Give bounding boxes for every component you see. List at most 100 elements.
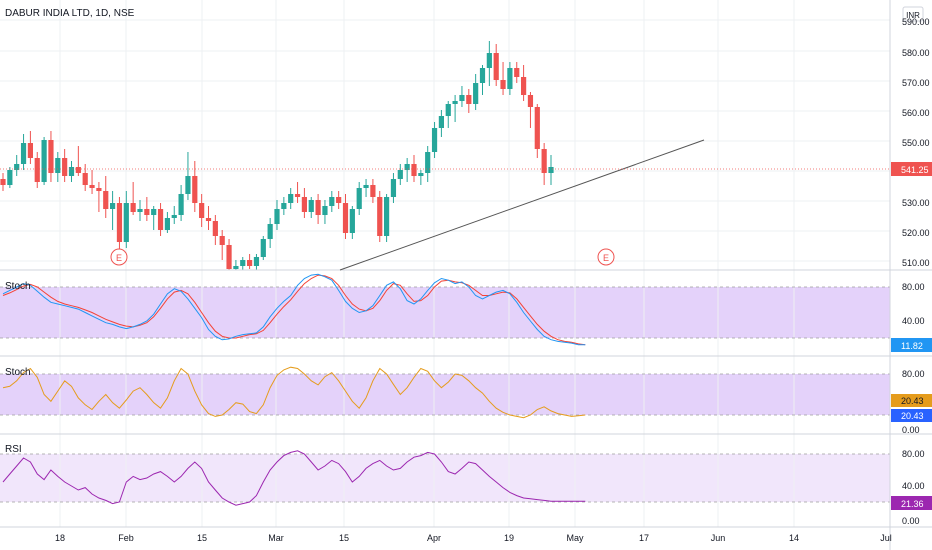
candle-body <box>260 239 266 257</box>
candle-body <box>96 188 102 191</box>
price-tick: 550.00 <box>902 138 930 148</box>
price-tick: 530.00 <box>902 198 930 208</box>
candle-body <box>397 170 403 179</box>
candle-body <box>253 257 260 266</box>
candle-body <box>226 245 232 269</box>
price-axis[interactable]: 590.00 580.00 570.00 560.00 550.00 540.0… <box>902 17 930 268</box>
candle-body <box>390 179 397 197</box>
candle-body <box>185 176 191 194</box>
candle-body <box>541 149 547 173</box>
currency-button-label: INR <box>906 11 920 20</box>
candle-body <box>342 203 349 233</box>
candle-body <box>288 194 294 203</box>
time-tick: 15 <box>197 533 207 543</box>
candle-body <box>205 218 212 221</box>
candle-body <box>445 104 451 116</box>
candle-body <box>171 215 177 218</box>
candle-body <box>233 266 239 269</box>
stoch2-title: Stoch <box>5 367 31 378</box>
candle-body <box>349 209 355 233</box>
candle-body <box>507 68 513 89</box>
time-tick: Jun <box>711 533 726 543</box>
candle-body <box>48 140 54 173</box>
stoch-tick: 40.00 <box>902 316 925 326</box>
earnings-marker[interactable]: E <box>110 248 128 266</box>
candle-body <box>103 191 109 209</box>
stoch2-value-a: 20.43 <box>901 396 924 406</box>
candle-body <box>123 203 129 242</box>
candle-body <box>459 95 465 101</box>
candle-body <box>322 206 328 215</box>
price-tick: 570.00 <box>902 78 930 88</box>
candle-body <box>110 203 116 209</box>
candle-body <box>144 209 150 215</box>
candle-body <box>521 77 527 95</box>
candle-body <box>377 197 383 236</box>
time-tick: Mar <box>268 533 284 543</box>
stoch-title: Stoch <box>5 281 31 292</box>
candle-body <box>55 158 61 173</box>
earnings-marker-label: E <box>603 253 609 263</box>
rsi-value: 21.36 <box>901 499 924 509</box>
candle-body <box>479 68 486 83</box>
candle-body <box>438 116 444 128</box>
candle-body <box>219 236 225 245</box>
candle-body <box>548 167 554 173</box>
candle-body <box>247 260 253 266</box>
candle-body <box>500 80 506 89</box>
time-tick: 18 <box>55 533 65 543</box>
stoch-value: 11.82 <box>901 341 923 351</box>
trendline[interactable] <box>339 139 705 271</box>
stoch2-line <box>2 366 586 419</box>
candle-body <box>274 209 280 224</box>
candle-body <box>20 143 27 164</box>
last-price-box <box>891 162 932 176</box>
time-tick: May <box>566 533 584 543</box>
candle-body <box>308 200 314 212</box>
candle-body <box>534 107 540 149</box>
candle-body <box>281 203 287 209</box>
candles-group <box>0 41 554 270</box>
candle-body <box>68 167 75 176</box>
price-tick: 520.00 <box>902 228 930 238</box>
stoch-tick: 80.00 <box>902 282 925 292</box>
candle-body <box>164 218 170 230</box>
candle-body <box>116 203 123 242</box>
candle-body <box>7 170 13 185</box>
rsi-line <box>2 450 586 506</box>
stoch2-value-b: 20.43 <box>901 411 924 421</box>
price-tick: 510.00 <box>902 258 930 268</box>
earnings-marker[interactable]: E <box>597 248 615 266</box>
currency-button[interactable]: INR <box>902 6 924 22</box>
last-price-label: 541.25 <box>901 165 929 175</box>
candle-body <box>212 221 218 236</box>
candle-body <box>431 128 438 152</box>
candle-body <box>137 209 143 212</box>
candle-body <box>363 185 369 188</box>
time-axis[interactable]: 18 Feb 15 Mar 15 Apr 19 May 17 Jun 14 Ju… <box>55 533 892 543</box>
candle-body <box>418 173 424 176</box>
candle-body <box>294 194 301 197</box>
price-tick: 580.00 <box>902 48 930 58</box>
time-tick: Apr <box>427 533 441 543</box>
stoch2-value-box-b <box>891 409 932 422</box>
candle-body <box>192 176 198 203</box>
time-tick: 15 <box>339 533 349 543</box>
candle-body <box>384 197 390 236</box>
time-tick: 17 <box>639 533 649 543</box>
stoch-band <box>0 287 890 338</box>
stoch-d-line <box>2 274 586 346</box>
candle-body <box>34 158 40 182</box>
candle-body <box>301 197 307 212</box>
candle-body <box>41 140 47 182</box>
candle-body <box>466 95 472 104</box>
candle-body <box>151 209 157 215</box>
candle-body <box>240 260 246 266</box>
candle-body <box>14 164 20 170</box>
candle-body <box>411 164 417 176</box>
candle-body <box>452 101 458 104</box>
rsi-title: RSI <box>5 444 22 455</box>
price-tick: 590.00 <box>902 17 930 27</box>
